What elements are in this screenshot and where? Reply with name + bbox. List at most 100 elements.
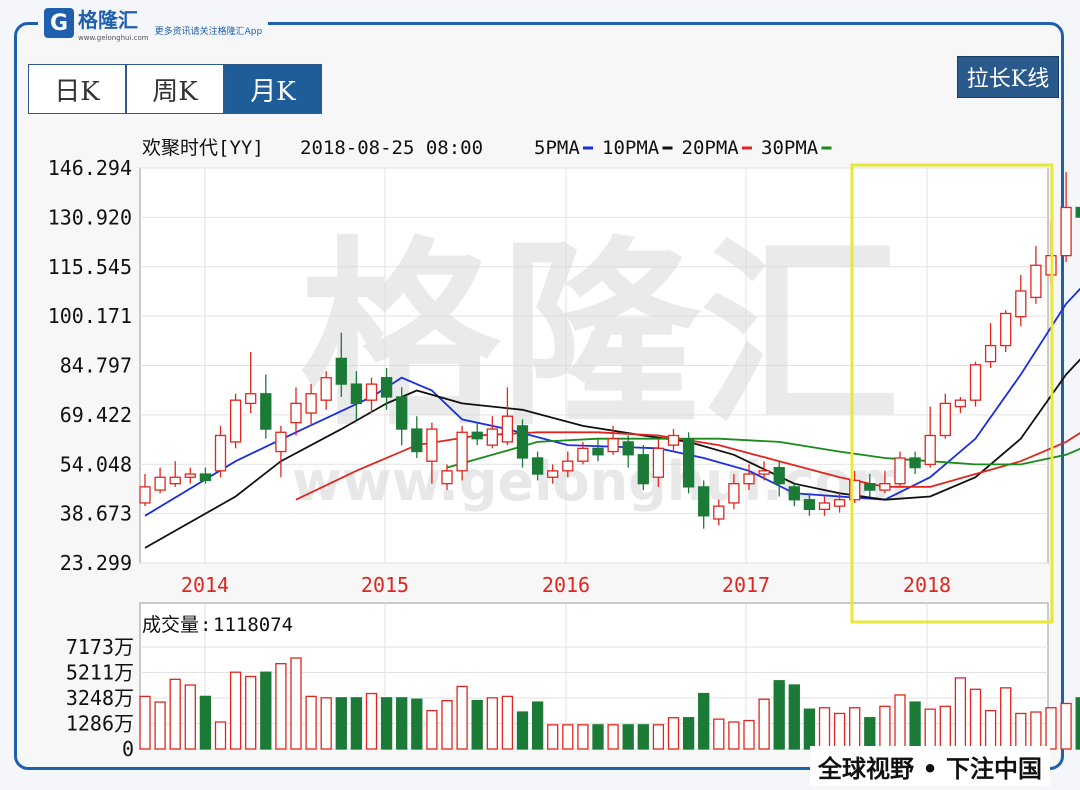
volume-bar — [1015, 712, 1027, 750]
volume-bar — [456, 685, 468, 750]
volume-bar — [245, 675, 257, 750]
candle — [728, 474, 740, 510]
x-tick-label: 2014 — [181, 573, 229, 597]
volume-bar — [577, 724, 589, 750]
candle — [849, 470, 861, 503]
volume-bar — [1030, 711, 1042, 750]
candle — [984, 323, 997, 369]
volume-bar — [969, 688, 982, 750]
volume-bar — [426, 709, 438, 750]
candle — [1060, 172, 1072, 263]
volume-bar — [818, 707, 831, 750]
candle — [1075, 206, 1080, 218]
candle — [818, 496, 831, 516]
highlight-box-2018 — [850, 163, 1054, 624]
candle — [622, 435, 634, 468]
candle — [682, 432, 695, 494]
y-tick-label: 146.294 — [48, 156, 132, 180]
candle — [773, 461, 785, 497]
candle — [139, 474, 151, 507]
volume-bar — [441, 700, 453, 750]
candle — [214, 425, 227, 478]
volume-label: 成交量 — [142, 614, 199, 636]
volume-bar — [501, 695, 514, 750]
volume-bar — [562, 724, 574, 750]
y-tick-label: 115.545 — [48, 255, 132, 279]
candle — [199, 467, 212, 484]
stretch-k-line-button[interactable]: 拉长K线 — [957, 56, 1059, 98]
volume-bar — [516, 711, 529, 750]
candle — [396, 387, 408, 446]
candle — [501, 387, 514, 446]
volume-bar — [1000, 687, 1012, 750]
volume-bar — [1045, 707, 1057, 750]
volume-tick-label: 3248万 — [66, 686, 134, 710]
volume-bar — [652, 724, 665, 750]
y-tick-label: 100.171 — [48, 304, 132, 328]
volume-bar — [682, 717, 695, 750]
brand-domain: www.gelonghui.com — [78, 34, 149, 42]
volume-bar — [214, 721, 227, 750]
volume-bar — [290, 657, 302, 750]
y-tick-label: 54.048 — [60, 452, 132, 476]
volume-bar — [894, 694, 906, 750]
volume-bar — [335, 697, 347, 750]
volume-bar — [1075, 697, 1080, 750]
legend-label: 10PMA — [602, 137, 660, 159]
candle — [275, 425, 287, 478]
volume-bar — [667, 717, 680, 750]
volume-bar — [909, 701, 921, 750]
candle — [471, 422, 483, 446]
volume-bar — [924, 708, 936, 750]
volume-bar — [833, 712, 846, 750]
candle — [169, 461, 181, 487]
period-tabs: 日K 周K 月K — [28, 64, 322, 114]
volume-bar — [879, 705, 891, 750]
candle — [260, 374, 272, 439]
candle — [154, 467, 166, 494]
volume-latest-value: 1118074 — [213, 614, 293, 636]
tab-weekly-k[interactable]: 周K — [126, 64, 224, 114]
chart-datetime: 2018-08-25 08:00 — [300, 137, 483, 159]
brand-logo: G 格隆汇 www.gelonghui.com 更多资讯请关注格隆汇App — [38, 6, 269, 42]
candle — [350, 371, 363, 420]
candle — [698, 480, 710, 529]
x-tick-label: 2016 — [542, 573, 590, 597]
candle — [909, 451, 921, 475]
volume-bar — [199, 695, 212, 750]
volume-bar — [622, 724, 634, 750]
candle — [1000, 310, 1012, 353]
candle — [184, 467, 196, 484]
svg-text::: : — [200, 614, 211, 636]
volume-bar — [939, 705, 951, 750]
volume-bar — [773, 680, 785, 750]
candle — [894, 451, 906, 487]
candle — [245, 352, 257, 414]
candle — [335, 332, 347, 397]
candle — [667, 429, 680, 452]
volume-bar — [954, 677, 967, 750]
candle — [954, 396, 967, 414]
volume-bar — [728, 721, 740, 750]
volume-bar — [365, 692, 378, 750]
candle — [320, 371, 332, 410]
candle — [743, 464, 755, 491]
candle — [969, 361, 982, 407]
volume-bar — [139, 695, 151, 750]
candle — [758, 461, 770, 481]
tab-monthly-k[interactable]: 月K — [224, 64, 322, 114]
volume-bar — [184, 684, 196, 750]
volume-bar — [1060, 702, 1072, 750]
volume-bar — [849, 707, 861, 750]
tab-daily-k[interactable]: 日K — [28, 64, 126, 114]
candle — [713, 499, 725, 526]
volume-bar — [758, 698, 770, 750]
candle — [411, 416, 423, 458]
candle — [305, 384, 317, 426]
candle — [441, 464, 453, 491]
volume-bar — [486, 697, 498, 750]
volume-bar — [713, 718, 725, 750]
legend-label: 5PMA — [534, 137, 580, 159]
volume-bar — [547, 724, 559, 750]
